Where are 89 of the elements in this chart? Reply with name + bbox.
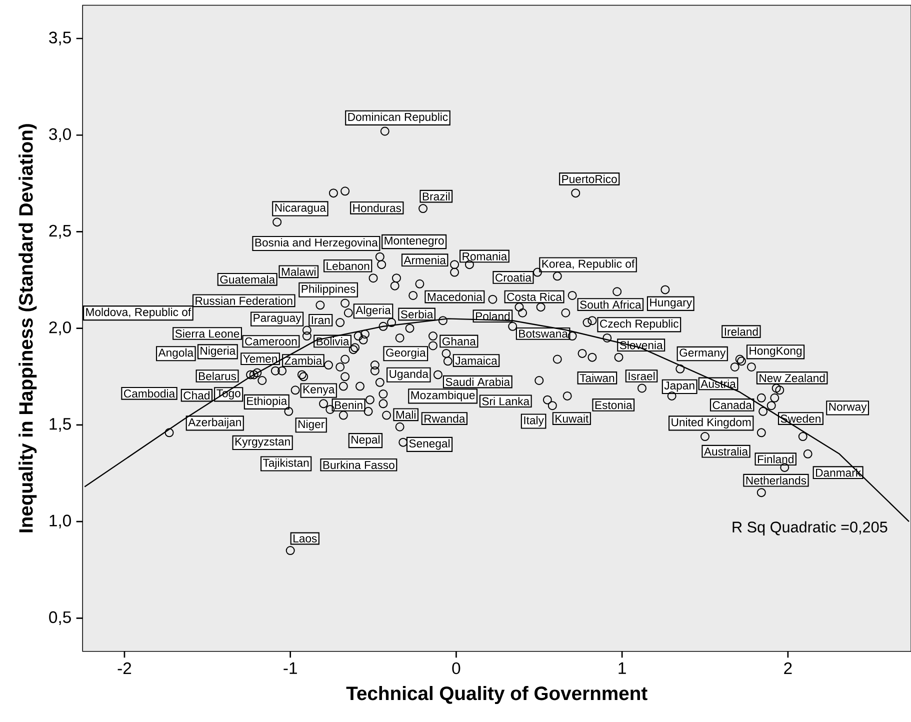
annotation: Philippines: [302, 284, 356, 296]
annotation: Finland: [758, 454, 794, 464]
annotation: Moldova, Republic of: [86, 308, 192, 318]
annotation: Netherlands: [746, 476, 806, 484]
y-tick-label: 1,5: [50, 418, 71, 432]
annotation: Jamaica: [455, 356, 498, 365]
annotation: Armenia: [404, 256, 446, 264]
annotation: Israel: [628, 372, 655, 380]
annotation: Macedonia: [428, 292, 482, 301]
annotation: Nigeria: [200, 346, 236, 357]
x-tick-label: -2: [118, 662, 132, 674]
x-tick-label: 1: [618, 662, 626, 674]
y-tick-label: 2,0: [49, 321, 71, 336]
annotation: Belarus: [198, 372, 236, 380]
x-tick-label: 2: [784, 662, 792, 674]
x-tick-label: 0: [452, 662, 460, 674]
x-axis-title: Technical Quality of Government: [346, 686, 648, 704]
annotation: Serbia: [400, 310, 434, 318]
annotation: Malawi: [282, 268, 316, 276]
annotation: Lebanon: [326, 262, 370, 270]
annotation: Ireland: [724, 327, 758, 336]
annotation: Honduras: [353, 204, 402, 212]
annotation: Mozambique: [411, 390, 475, 402]
y-tick-label: 3,5: [49, 32, 71, 46]
annotation: Niger: [298, 420, 324, 430]
annotation: Laos: [294, 534, 317, 542]
annotation: Romania: [462, 252, 508, 260]
annotation: Italy: [524, 416, 544, 427]
annotation: HongKong: [750, 346, 802, 357]
annotation: Guatemala: [220, 275, 276, 284]
annotation: Germany: [680, 348, 726, 359]
annotation: Kuwait: [556, 414, 589, 423]
annotation: Russian Federation: [196, 296, 292, 305]
annotation: Montenegro: [384, 236, 444, 247]
y-tick-label: 2,5: [49, 224, 71, 239]
annotation: Angola: [158, 348, 194, 359]
annotation: Azerbaijan: [188, 418, 241, 428]
annotation: Hungary: [650, 298, 692, 309]
annotation: South Africa: [580, 300, 642, 309]
y-tick-label: 0,5: [49, 611, 71, 626]
annotation: Norway: [829, 402, 867, 413]
annotation: Estonia: [595, 400, 632, 410]
annotation: Taiwan: [580, 374, 614, 382]
annotation: Kenya: [303, 385, 335, 396]
y-axis-title: Inequality in Happiness (Standard Deviation): [18, 124, 37, 532]
annotation: Nicaragua: [275, 203, 326, 214]
annotation: Burkina Fasso: [323, 460, 394, 470]
annotation: Cambodia: [124, 389, 176, 398]
annotation: Ethiopia: [247, 396, 288, 408]
annotation: Croatia: [496, 273, 532, 282]
annotation: Georgia: [386, 348, 426, 359]
annotation: R Sq Quadratic =0,205: [732, 521, 888, 536]
annotation: Zambia: [284, 356, 322, 365]
annotation: Dominican Republic: [348, 112, 448, 124]
annotation: Bolivia: [316, 337, 350, 346]
annotation: Nepal: [352, 435, 380, 446]
annotation: Costa Rica: [507, 292, 562, 301]
annotation: Paraguay: [254, 314, 302, 324]
annotation: PuertoRico: [562, 174, 617, 184]
annotation: Benin: [334, 400, 362, 410]
annotation: Botswana: [519, 330, 568, 338]
annotation: Australia: [704, 447, 748, 456]
x-tick-label: -1: [284, 662, 297, 674]
y-tick-label: 3,0: [49, 128, 71, 142]
annotation: Iran: [312, 316, 330, 324]
annotation: Cameroon: [245, 337, 297, 346]
annotation: Sierra Leone: [175, 329, 240, 338]
annotation: Czech Republic: [600, 319, 679, 330]
annotation: Uganda: [390, 370, 428, 380]
annotation: Algeria: [356, 306, 391, 316]
annotation: Rwanda: [424, 414, 466, 423]
annotation: New Zealand: [760, 374, 825, 382]
annotation: Kyrgyzstan: [235, 438, 290, 448]
y-tick-label: 1,0: [50, 514, 71, 528]
annotation: Japan: [664, 382, 694, 392]
annotation: Sri Lanka: [482, 396, 530, 406]
annotation: Brazil: [422, 192, 450, 200]
annotation: Chad: [184, 391, 210, 400]
annotation: Mali: [396, 410, 416, 419]
annotation: United Kingdom: [672, 418, 751, 428]
annotation: Ghana: [442, 337, 476, 346]
annotation: Saudi Arabia: [446, 378, 510, 386]
annotation: Senegal: [409, 439, 450, 450]
annotation: Sweden: [780, 414, 820, 423]
annotation: Yemen: [243, 354, 277, 363]
annotation: Tajikistan: [262, 458, 309, 470]
annotation: Korea, Republic of: [542, 259, 635, 270]
annotation: Bosnia and Herzegovina: [255, 238, 378, 249]
annotation: Canada: [712, 400, 752, 410]
